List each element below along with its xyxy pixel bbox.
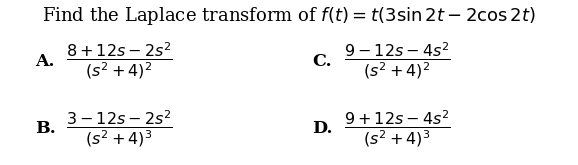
Text: $\dfrac{9+12s-4s^2}{(s^2+4)^3}$: $\dfrac{9+12s-4s^2}{(s^2+4)^3}$: [344, 109, 451, 149]
Text: $\dfrac{9-12s-4s^2}{(s^2+4)^2}$: $\dfrac{9-12s-4s^2}{(s^2+4)^2}$: [344, 41, 451, 81]
Text: A.: A.: [35, 52, 54, 70]
Text: B.: B.: [35, 120, 55, 137]
Text: C.: C.: [312, 52, 332, 70]
Text: $\dfrac{3-12s-2s^2}{(s^2+4)^3}$: $\dfrac{3-12s-2s^2}{(s^2+4)^3}$: [66, 109, 173, 149]
Text: Find the Laplace transform of $f(t) = t(3\sin 2t - 2\cos 2t)$: Find the Laplace transform of $f(t) = t(…: [42, 5, 536, 27]
Text: $\dfrac{8+12s-2s^2}{(s^2+4)^2}$: $\dfrac{8+12s-2s^2}{(s^2+4)^2}$: [66, 41, 173, 81]
Text: D.: D.: [312, 120, 332, 137]
